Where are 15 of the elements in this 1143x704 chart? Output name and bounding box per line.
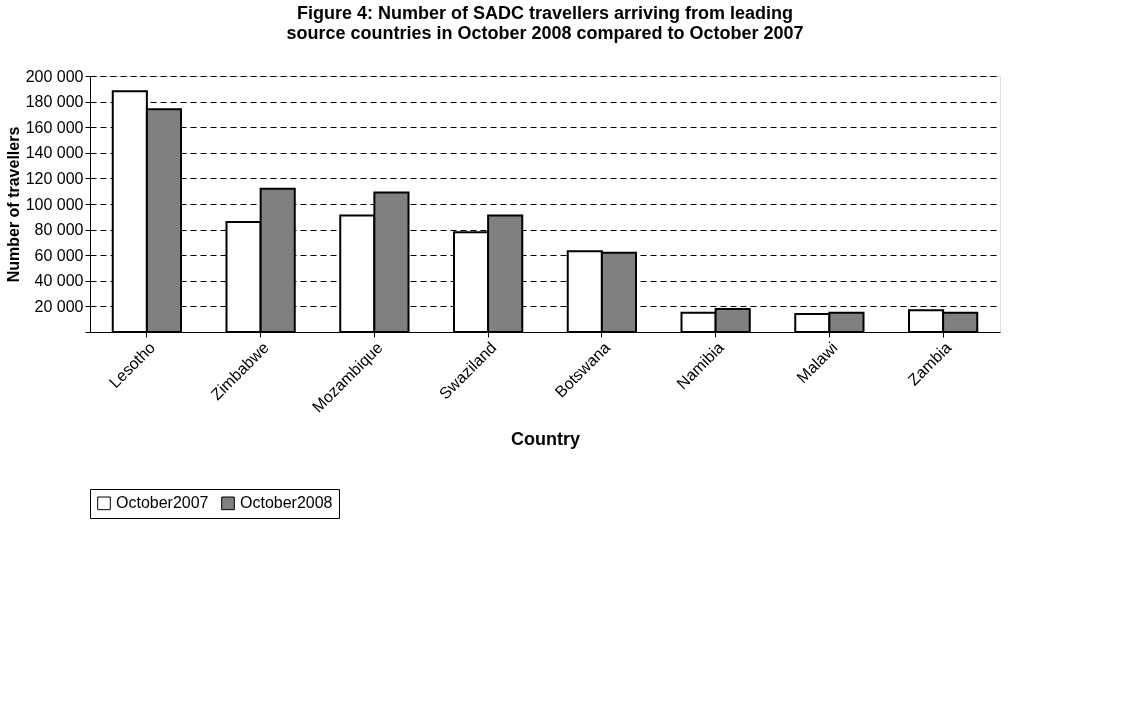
y-tick-label: 20 000 bbox=[34, 297, 84, 315]
y-tick-label: 140 000 bbox=[25, 144, 84, 162]
y-tick-label: 120 000 bbox=[25, 169, 84, 187]
y-axis-title: Number of travellers bbox=[4, 126, 22, 283]
y-tick-label: 160 000 bbox=[25, 118, 84, 136]
y-tick-label: 100 000 bbox=[25, 195, 84, 213]
y-tick-label: 60 000 bbox=[34, 246, 84, 264]
y-tick-label: 40 000 bbox=[34, 272, 84, 290]
y-tick-label: 180 000 bbox=[25, 93, 84, 111]
legend-label: October2007 bbox=[116, 494, 209, 512]
chart-title: Figure 4: Number of SADC travellers arriving from leading source countries in October 2008 compared to October 2007 bbox=[286, 3, 804, 43]
y-tick-label: 80 000 bbox=[34, 221, 84, 239]
legend-label: October2008 bbox=[240, 494, 333, 512]
x-axis-title: Country bbox=[511, 428, 580, 449]
y-tick-label: 200 000 bbox=[25, 67, 84, 85]
